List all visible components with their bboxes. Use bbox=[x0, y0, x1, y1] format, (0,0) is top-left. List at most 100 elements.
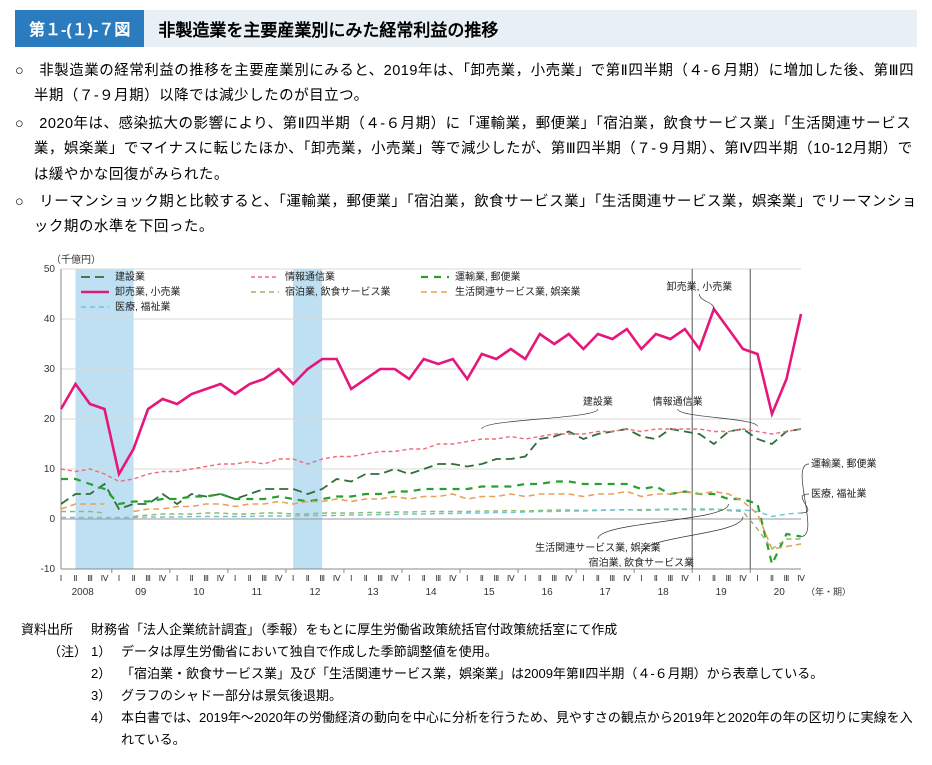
svg-text:Ⅳ: Ⅳ bbox=[797, 573, 806, 583]
svg-text:Ⅱ: Ⅱ bbox=[712, 573, 716, 583]
svg-text:運輸業, 郵便業: 運輸業, 郵便業 bbox=[455, 270, 521, 283]
svg-text:Ⅲ: Ⅲ bbox=[784, 573, 790, 583]
svg-text:Ⅲ: Ⅲ bbox=[435, 573, 441, 583]
bullet-item: ○ 2020年は、感染拡大の影響により、第Ⅱ四半期（４-６月期）に「運輸業，郵便… bbox=[15, 112, 917, 188]
svg-text:20: 20 bbox=[774, 587, 786, 598]
svg-text:建設業: 建設業 bbox=[583, 395, 613, 408]
note-row: 3）グラフのシャドー部分は景気後退期。 bbox=[21, 685, 917, 707]
svg-text:生活関連サービス業, 娯楽業: 生活関連サービス業, 娯楽業 bbox=[455, 285, 581, 298]
footnotes: 資料出所 財務省「法人企業統計調査」（季報）をもとに厚生労働省政策統括官付政策統… bbox=[15, 619, 917, 752]
svg-text:Ⅲ: Ⅲ bbox=[493, 573, 499, 583]
note-num: 3） bbox=[91, 685, 121, 707]
svg-text:Ⅱ: Ⅱ bbox=[131, 573, 135, 583]
svg-text:Ⅰ: Ⅰ bbox=[350, 573, 353, 583]
svg-text:14: 14 bbox=[425, 587, 437, 598]
svg-text:卸売業, 小売業: 卸売業, 小売業 bbox=[115, 285, 181, 298]
source-label: 資料出所 bbox=[21, 619, 91, 641]
svg-text:情報通信業: 情報通信業 bbox=[285, 270, 335, 283]
svg-text:Ⅰ: Ⅰ bbox=[408, 573, 411, 583]
figure-title-bar: 第１-(１)-７図 非製造業を主要産業別にみた経常利益の推移 bbox=[15, 10, 917, 47]
line-chart: -1001020304050（千億円）ⅠⅡⅢⅣ2008ⅠⅡⅢⅣ09ⅠⅡⅢⅣ10Ⅰ… bbox=[16, 251, 916, 611]
svg-text:Ⅳ: Ⅳ bbox=[275, 573, 284, 583]
svg-text:Ⅱ: Ⅱ bbox=[538, 573, 542, 583]
svg-text:Ⅱ: Ⅱ bbox=[364, 573, 368, 583]
note-num: 2） bbox=[91, 663, 121, 685]
svg-text:Ⅲ: Ⅲ bbox=[609, 573, 615, 583]
svg-text:Ⅳ: Ⅳ bbox=[449, 573, 458, 583]
note-num: 1） bbox=[91, 641, 121, 663]
svg-text:運輸業, 郵便業: 運輸業, 郵便業 bbox=[811, 457, 877, 470]
svg-text:13: 13 bbox=[367, 587, 379, 598]
svg-text:Ⅰ: Ⅰ bbox=[466, 573, 469, 583]
svg-text:Ⅳ: Ⅳ bbox=[565, 573, 574, 583]
svg-text:Ⅱ: Ⅱ bbox=[248, 573, 252, 583]
note-label bbox=[21, 707, 91, 751]
note-text: 「宿泊業・飲食サービス業」及び「生活関連サービス業，娯楽業」は2009年第Ⅱ四半… bbox=[121, 663, 917, 685]
svg-text:Ⅰ: Ⅰ bbox=[698, 573, 701, 583]
svg-text:Ⅲ: Ⅲ bbox=[551, 573, 557, 583]
svg-text:Ⅰ: Ⅰ bbox=[176, 573, 179, 583]
svg-text:Ⅱ: Ⅱ bbox=[73, 573, 77, 583]
svg-text:Ⅲ: Ⅲ bbox=[319, 573, 325, 583]
svg-text:Ⅲ: Ⅲ bbox=[261, 573, 267, 583]
svg-text:0: 0 bbox=[49, 514, 55, 525]
svg-text:医療, 福祉業: 医療, 福祉業 bbox=[115, 300, 171, 313]
svg-text:11: 11 bbox=[252, 587, 263, 598]
svg-text:宿泊業, 飲食サービス業: 宿泊業, 飲食サービス業 bbox=[589, 556, 695, 569]
figure-number: 第１-(１)-７図 bbox=[15, 10, 144, 47]
svg-text:宿泊業, 飲食サービス業: 宿泊業, 飲食サービス業 bbox=[285, 285, 391, 298]
svg-text:12: 12 bbox=[309, 587, 321, 598]
svg-text:Ⅰ: Ⅰ bbox=[292, 573, 295, 583]
svg-text:Ⅱ: Ⅱ bbox=[306, 573, 310, 583]
svg-text:卸売業, 小売業: 卸売業, 小売業 bbox=[667, 280, 733, 293]
figure-title: 非製造業を主要産業別にみた経常利益の推移 bbox=[144, 10, 917, 47]
svg-text:Ⅳ: Ⅳ bbox=[333, 573, 342, 583]
svg-text:（年・期）: （年・期） bbox=[806, 586, 851, 597]
svg-text:Ⅳ: Ⅳ bbox=[507, 573, 516, 583]
note-label: （注） bbox=[21, 641, 91, 663]
svg-text:Ⅱ: Ⅱ bbox=[422, 573, 426, 583]
svg-text:20: 20 bbox=[44, 414, 56, 425]
note-label bbox=[21, 685, 91, 707]
note-text: データは厚生労働省において独自で作成した季節調整値を使用。 bbox=[121, 641, 917, 663]
svg-text:Ⅳ: Ⅳ bbox=[681, 573, 690, 583]
note-text: グラフのシャドー部分は景気後退期。 bbox=[121, 685, 917, 707]
svg-text:Ⅲ: Ⅲ bbox=[377, 573, 383, 583]
svg-text:17: 17 bbox=[600, 587, 612, 598]
note-num: 4） bbox=[91, 707, 121, 751]
svg-text:Ⅰ: Ⅰ bbox=[582, 573, 585, 583]
svg-text:（千億円）: （千億円） bbox=[51, 253, 101, 266]
svg-text:Ⅱ: Ⅱ bbox=[596, 573, 600, 583]
svg-text:Ⅰ: Ⅰ bbox=[234, 573, 237, 583]
svg-text:Ⅳ: Ⅳ bbox=[159, 573, 168, 583]
source-text: 財務省「法人企業統計調査」（季報）をもとに厚生労働省政策統括官付政策統括室にて作… bbox=[91, 619, 617, 641]
note-row: 2）「宿泊業・飲食サービス業」及び「生活関連サービス業，娯楽業」は2009年第Ⅱ… bbox=[21, 663, 917, 685]
svg-text:19: 19 bbox=[716, 587, 728, 598]
svg-text:2008: 2008 bbox=[72, 587, 95, 598]
svg-text:Ⅱ: Ⅱ bbox=[480, 573, 484, 583]
svg-text:Ⅲ: Ⅲ bbox=[667, 573, 673, 583]
svg-text:建設業: 建設業 bbox=[115, 270, 145, 283]
svg-text:Ⅰ: Ⅰ bbox=[524, 573, 527, 583]
note-row: （注）1）データは厚生労働省において独自で作成した季節調整値を使用。 bbox=[21, 641, 917, 663]
svg-text:15: 15 bbox=[483, 587, 495, 598]
svg-text:Ⅲ: Ⅲ bbox=[145, 573, 151, 583]
bullet-item: ○ リーマンショック期と比較すると、「運輸業，郵便業」「宿泊業，飲食サービス業」… bbox=[15, 190, 917, 241]
svg-text:Ⅱ: Ⅱ bbox=[654, 573, 658, 583]
source-row: 資料出所 財務省「法人企業統計調査」（季報）をもとに厚生労働省政策統括官付政策統… bbox=[21, 619, 917, 641]
svg-text:Ⅰ: Ⅰ bbox=[60, 573, 63, 583]
svg-text:医療, 福祉業: 医療, 福祉業 bbox=[811, 487, 867, 500]
svg-text:Ⅳ: Ⅳ bbox=[739, 573, 748, 583]
bullet-item: ○ 非製造業の経常利益の推移を主要産業別にみると、2019年は、「卸売業，小売業… bbox=[15, 59, 917, 110]
summary-bullets: ○ 非製造業の経常利益の推移を主要産業別にみると、2019年は、「卸売業，小売業… bbox=[15, 59, 917, 241]
svg-text:10: 10 bbox=[193, 587, 205, 598]
svg-text:40: 40 bbox=[44, 314, 56, 325]
svg-text:Ⅳ: Ⅳ bbox=[101, 573, 110, 583]
chart-svg: -1001020304050（千億円）ⅠⅡⅢⅣ2008ⅠⅡⅢⅣ09ⅠⅡⅢⅣ10Ⅰ… bbox=[16, 251, 916, 611]
svg-text:Ⅲ: Ⅲ bbox=[726, 573, 732, 583]
svg-text:Ⅰ: Ⅰ bbox=[756, 573, 759, 583]
svg-text:Ⅳ: Ⅳ bbox=[623, 573, 632, 583]
svg-text:Ⅱ: Ⅱ bbox=[770, 573, 774, 583]
svg-text:Ⅳ: Ⅳ bbox=[217, 573, 226, 583]
note-row: 4）本白書では、2019年～2020年の労働経済の動向を中心に分析を行うため、見… bbox=[21, 707, 917, 751]
